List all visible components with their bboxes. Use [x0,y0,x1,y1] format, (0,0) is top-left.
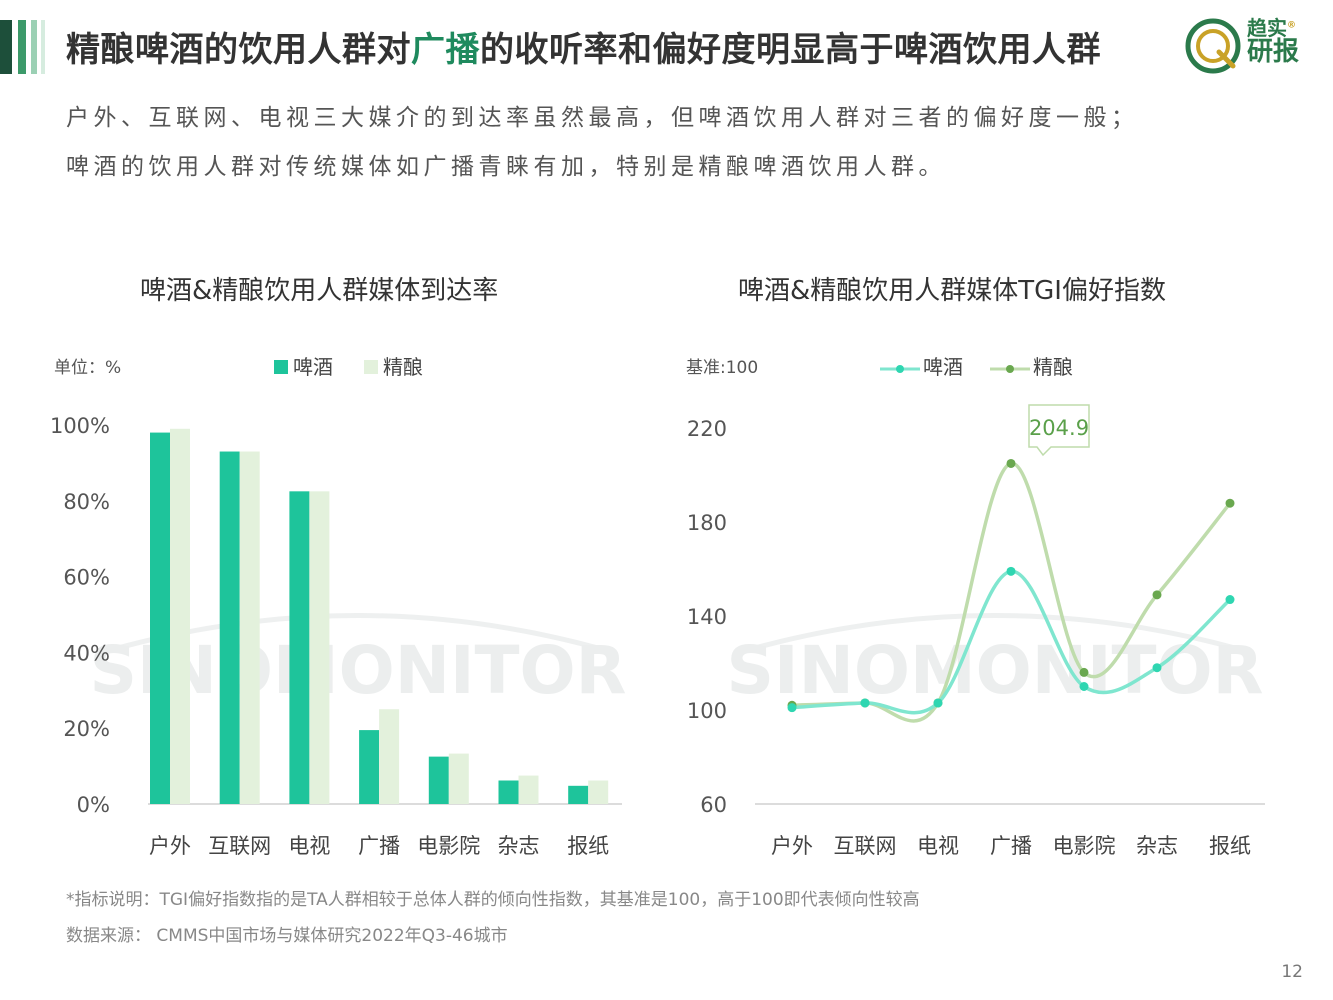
point-craft [1152,590,1162,600]
y-tick-label: 140 [687,605,727,629]
bar-craft [588,780,609,804]
bar-craft [518,775,539,804]
callout-label: 204.9 [1029,416,1089,440]
point-beer [933,698,943,708]
callout-bubble [1028,404,1090,457]
line-legend-beer: 啤酒 [880,351,963,380]
subtitle-line-1: 户外、互联网、电视三大媒介的到达率虽然最高，但啤酒饮用人群对三者的偏好度一般； [66,105,1139,131]
logo-line1: 趋实 [1247,16,1287,40]
line-chart-title: 啤酒&精酿饮用人群媒体TGI偏好指数 [738,276,1166,306]
title-accent-bars [0,20,48,74]
x-tick-label: 电视 [288,834,330,858]
bar-craft [239,451,260,804]
y-tick-label: 80% [63,490,110,514]
x-tick-label: 报纸 [1209,834,1251,858]
point-beer [1152,663,1162,673]
point-beer [787,703,797,713]
line-chart: SINOMONITOR 60 100 140 180 220 户外 互联网 电视 广播 电影院 杂志 报… [687,404,1265,858]
x-tick-label: 杂志 [498,834,540,858]
x-tick-label: 报纸 [567,834,609,858]
logo-line2: 研报 [1247,37,1300,67]
bar-beer [568,785,589,804]
x-tick-label: 户外 [149,834,191,858]
legend-swatch-craft [364,360,378,374]
y-tick-label: 20% [63,717,110,741]
bar-craft [170,428,190,804]
y-tick-label: 60 [700,793,727,817]
point-craft [1006,458,1016,468]
legend-line-label-beer: 啤酒 [923,355,963,379]
x-tick-label: 广播 [358,834,400,858]
brand-logo: 趋实® 研报 [1183,14,1323,78]
bar-craft [379,709,400,804]
bar-beer [498,780,519,804]
x-tick-label: 电影院 [1053,834,1116,858]
bar-beer [150,432,170,804]
x-tick-label: 杂志 [1136,834,1178,858]
point-beer [1006,566,1016,576]
data-source: 数据来源： CMMS中国市场与媒体研究2022年Q3-46城市 [66,926,508,946]
point-beer [860,698,870,708]
watermark-arc [754,613,1236,651]
y-tick-label: 0% [77,793,110,817]
y-tick-label: 220 [687,417,727,441]
x-tick-label: 电影院 [417,834,480,858]
line-chart-unit: 基准:100 [686,358,759,378]
title-pre: 精酿啤酒的饮用人群对 [66,30,411,70]
y-tick-label: 180 [687,511,727,535]
bar-craft [448,753,469,804]
page-number: 12 [1281,962,1303,982]
bar-beer [359,730,380,804]
bar-beer [428,756,449,804]
point-craft [1079,667,1089,677]
y-tick-label: 100% [50,414,110,438]
legend-swatch-beer [274,360,288,374]
legend-label-craft: 精酿 [383,355,423,379]
bar-craft [309,491,330,804]
point-craft [1225,498,1235,508]
y-tick-label: 100 [687,699,727,723]
y-tick-label: 40% [63,641,110,665]
legend-line-beer-icon [880,364,920,373]
bar-legend-craft: 精酿 [364,351,423,380]
x-tick-label: 电视 [917,834,959,858]
logo-mark: ® [1287,20,1296,31]
logo-text: 趋实® 研报 [1247,18,1299,66]
legend-line-label-craft: 精酿 [1033,355,1073,379]
bar-beer [289,491,310,804]
x-tick-label: 户外 [771,834,813,858]
logo-q-icon [1185,18,1241,74]
bar-beer [219,451,240,804]
x-tick-label: 互联网 [208,834,271,858]
legend-label-beer: 啤酒 [293,355,333,379]
footnote: *指标说明：TGI偏好指数指的是TA人群相较于总体人群的倾向性指数，其基准是10… [66,890,920,910]
watermark-text: SINOMONITOR [727,632,1264,709]
point-beer [1225,595,1235,605]
page-title: 精酿啤酒的饮用人群对广播的收听率和偏好度明显高于啤酒饮用人群 [66,22,1101,71]
y-tick-label: 60% [63,566,110,590]
title-highlight: 广播 [411,30,480,70]
x-tick-label: 互联网 [834,834,897,858]
x-tick-label: 广播 [990,834,1032,858]
title-post: 的收听率和偏好度明显高于啤酒饮用人群 [480,30,1101,70]
bar-chart-title: 啤酒&精酿饮用人群媒体到达率 [140,276,499,306]
point-beer [1079,682,1089,691]
line-legend-craft: 精酿 [990,351,1073,380]
bar-chart-unit: 单位：% [54,358,122,378]
subtitle: 户外、互联网、电视三大媒介的到达率虽然最高，但啤酒饮用人群对三者的偏好度一般； … [66,94,1266,192]
legend-line-craft-icon [990,364,1030,373]
bar-legend-beer: 啤酒 [274,351,333,380]
subtitle-line-2: 啤酒的饮用人群对传统媒体如广播青睐有加，特别是精酿啤酒饮用人群。 [66,154,946,180]
